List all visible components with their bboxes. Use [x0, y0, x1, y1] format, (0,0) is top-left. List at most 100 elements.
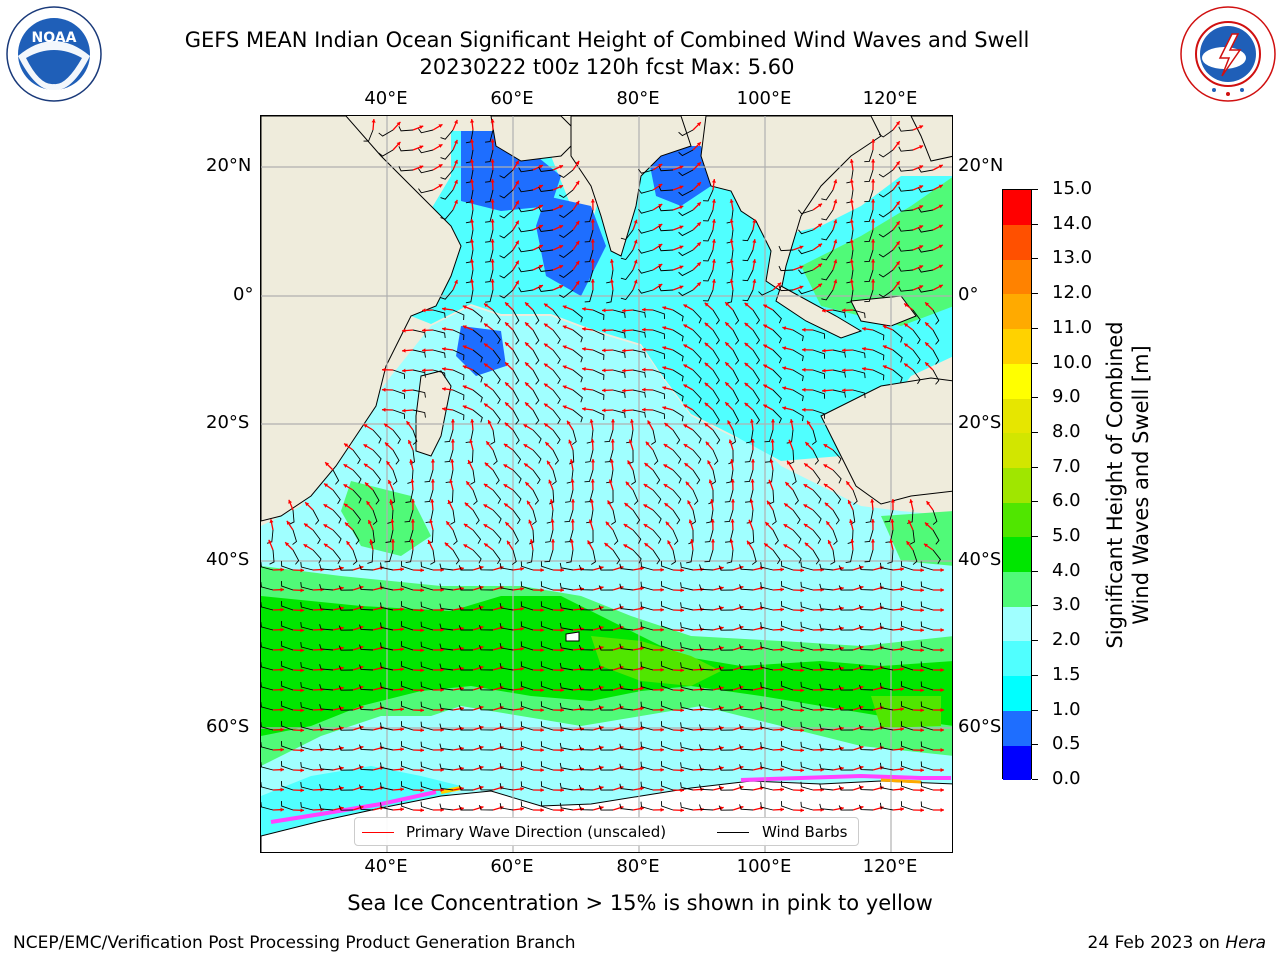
wind-barb — [879, 582, 894, 591]
wave-direction-arrowhead — [429, 519, 434, 524]
wave-direction-arrowhead — [484, 543, 489, 548]
wind-barb — [499, 189, 514, 199]
wave-direction-arrowhead — [442, 306, 446, 312]
wave-direction-arrowhead — [804, 542, 809, 547]
wind-barb — [520, 721, 534, 731]
wave-direction-arrowhead — [763, 364, 768, 369]
wind-barb — [281, 581, 294, 591]
wave-direction-arrowhead — [442, 326, 446, 332]
wave-direction-arrowhead — [450, 459, 455, 463]
wave-direction-arrowhead — [871, 139, 876, 143]
wind-barb — [440, 289, 454, 300]
wind-barb — [852, 309, 866, 319]
wind-barb — [559, 189, 574, 199]
wave-direction-arrowhead — [783, 524, 788, 528]
wave-direction-arrowhead — [938, 264, 943, 269]
wind-barb — [412, 429, 418, 445]
wind-barb — [538, 266, 554, 272]
wind-barb — [672, 529, 679, 545]
wind-barb — [578, 784, 594, 791]
wind-barb — [832, 489, 842, 504]
wave-direction-arrowhead — [920, 728, 924, 733]
wind-barb — [858, 724, 874, 731]
wind-barb — [261, 601, 274, 611]
wave-direction-arrowhead — [280, 607, 284, 612]
wave-direction-arrowhead — [463, 544, 468, 548]
sea-ice-note: Sea Ice Concentration > 15% is shown in … — [347, 891, 933, 915]
wave-direction-arrowhead — [871, 239, 876, 243]
wind-barb — [492, 309, 501, 325]
wind-barb — [465, 289, 474, 304]
wind-barb — [492, 449, 498, 465]
wave-direction-arrowhead — [305, 502, 310, 507]
wind-barb — [900, 761, 914, 771]
wind-barb — [458, 765, 474, 771]
wind-barb — [559, 269, 574, 279]
wind-barb — [478, 704, 494, 711]
wind-barb — [638, 208, 654, 214]
wind-barb — [392, 449, 400, 465]
wave-direction-arrowhead — [823, 483, 828, 488]
wind-barb — [632, 329, 646, 338]
wind-barb — [392, 369, 406, 379]
wind-barb — [781, 721, 794, 731]
wind-barb — [520, 621, 534, 631]
wave-direction-arrowhead — [711, 179, 716, 183]
wind-barb — [420, 781, 434, 791]
wave-direction-arrowhead — [664, 503, 669, 507]
wind-barb — [384, 549, 394, 563]
wave-direction-arrowhead — [559, 245, 564, 249]
bottom-lon-tick-label: 100°E — [736, 856, 792, 877]
wave-direction-arrowhead — [900, 747, 904, 752]
wind-barb — [472, 309, 483, 323]
wind-barb — [584, 289, 594, 303]
wind-barb — [380, 762, 394, 771]
wind-barb — [492, 469, 500, 485]
wave-direction-arrowhead — [750, 479, 755, 483]
wind-barb — [864, 189, 874, 203]
wave-direction-arrowhead — [679, 225, 684, 230]
wind-barb — [552, 429, 561, 445]
wind-barb — [512, 369, 520, 385]
wave-direction-arrowhead — [725, 302, 730, 307]
wind-barb — [732, 369, 740, 385]
wave-direction-arrowhead — [633, 259, 638, 264]
wind-barb — [592, 329, 605, 340]
wind-barb — [619, 703, 634, 711]
wave-direction-arrowhead — [505, 322, 509, 327]
wind-barb — [571, 429, 577, 445]
wind-barb — [319, 604, 334, 611]
wind-barb — [680, 662, 694, 671]
colorbar-tick — [1032, 605, 1038, 607]
wind-barb — [732, 409, 740, 425]
wind-barb — [838, 645, 854, 651]
wind-barb — [578, 724, 594, 731]
wind-barb — [420, 581, 434, 591]
wave-direction-arrowhead — [847, 500, 852, 505]
wave-direction-arrowhead — [540, 608, 544, 613]
wind-barb — [559, 582, 574, 591]
wind-barb — [800, 801, 814, 811]
wind-barb — [612, 529, 619, 545]
wind-barb — [281, 621, 294, 631]
wind-barb — [760, 722, 774, 731]
wind-barb — [598, 785, 614, 791]
wave-direction-arrowhead — [900, 587, 904, 592]
wind-barb — [678, 169, 694, 177]
wind-barb — [640, 781, 654, 791]
wind-barb-legend-label: Wind Barbs — [762, 823, 848, 841]
wind-barb — [652, 349, 665, 359]
wind-barb — [858, 684, 874, 691]
wind-barb — [752, 309, 760, 325]
wind-barb — [781, 661, 794, 671]
wind-barb — [852, 389, 866, 399]
wind-barb — [792, 389, 804, 402]
wind-barb — [584, 469, 594, 483]
wave-direction-arrowhead — [559, 285, 564, 289]
wind-barb — [520, 561, 534, 571]
wave-direction-arrowhead — [462, 365, 467, 370]
wind-barb — [879, 622, 894, 631]
wave-direction-arrowhead — [684, 463, 689, 467]
wind-barb — [300, 642, 314, 651]
wind-barb — [380, 582, 394, 591]
